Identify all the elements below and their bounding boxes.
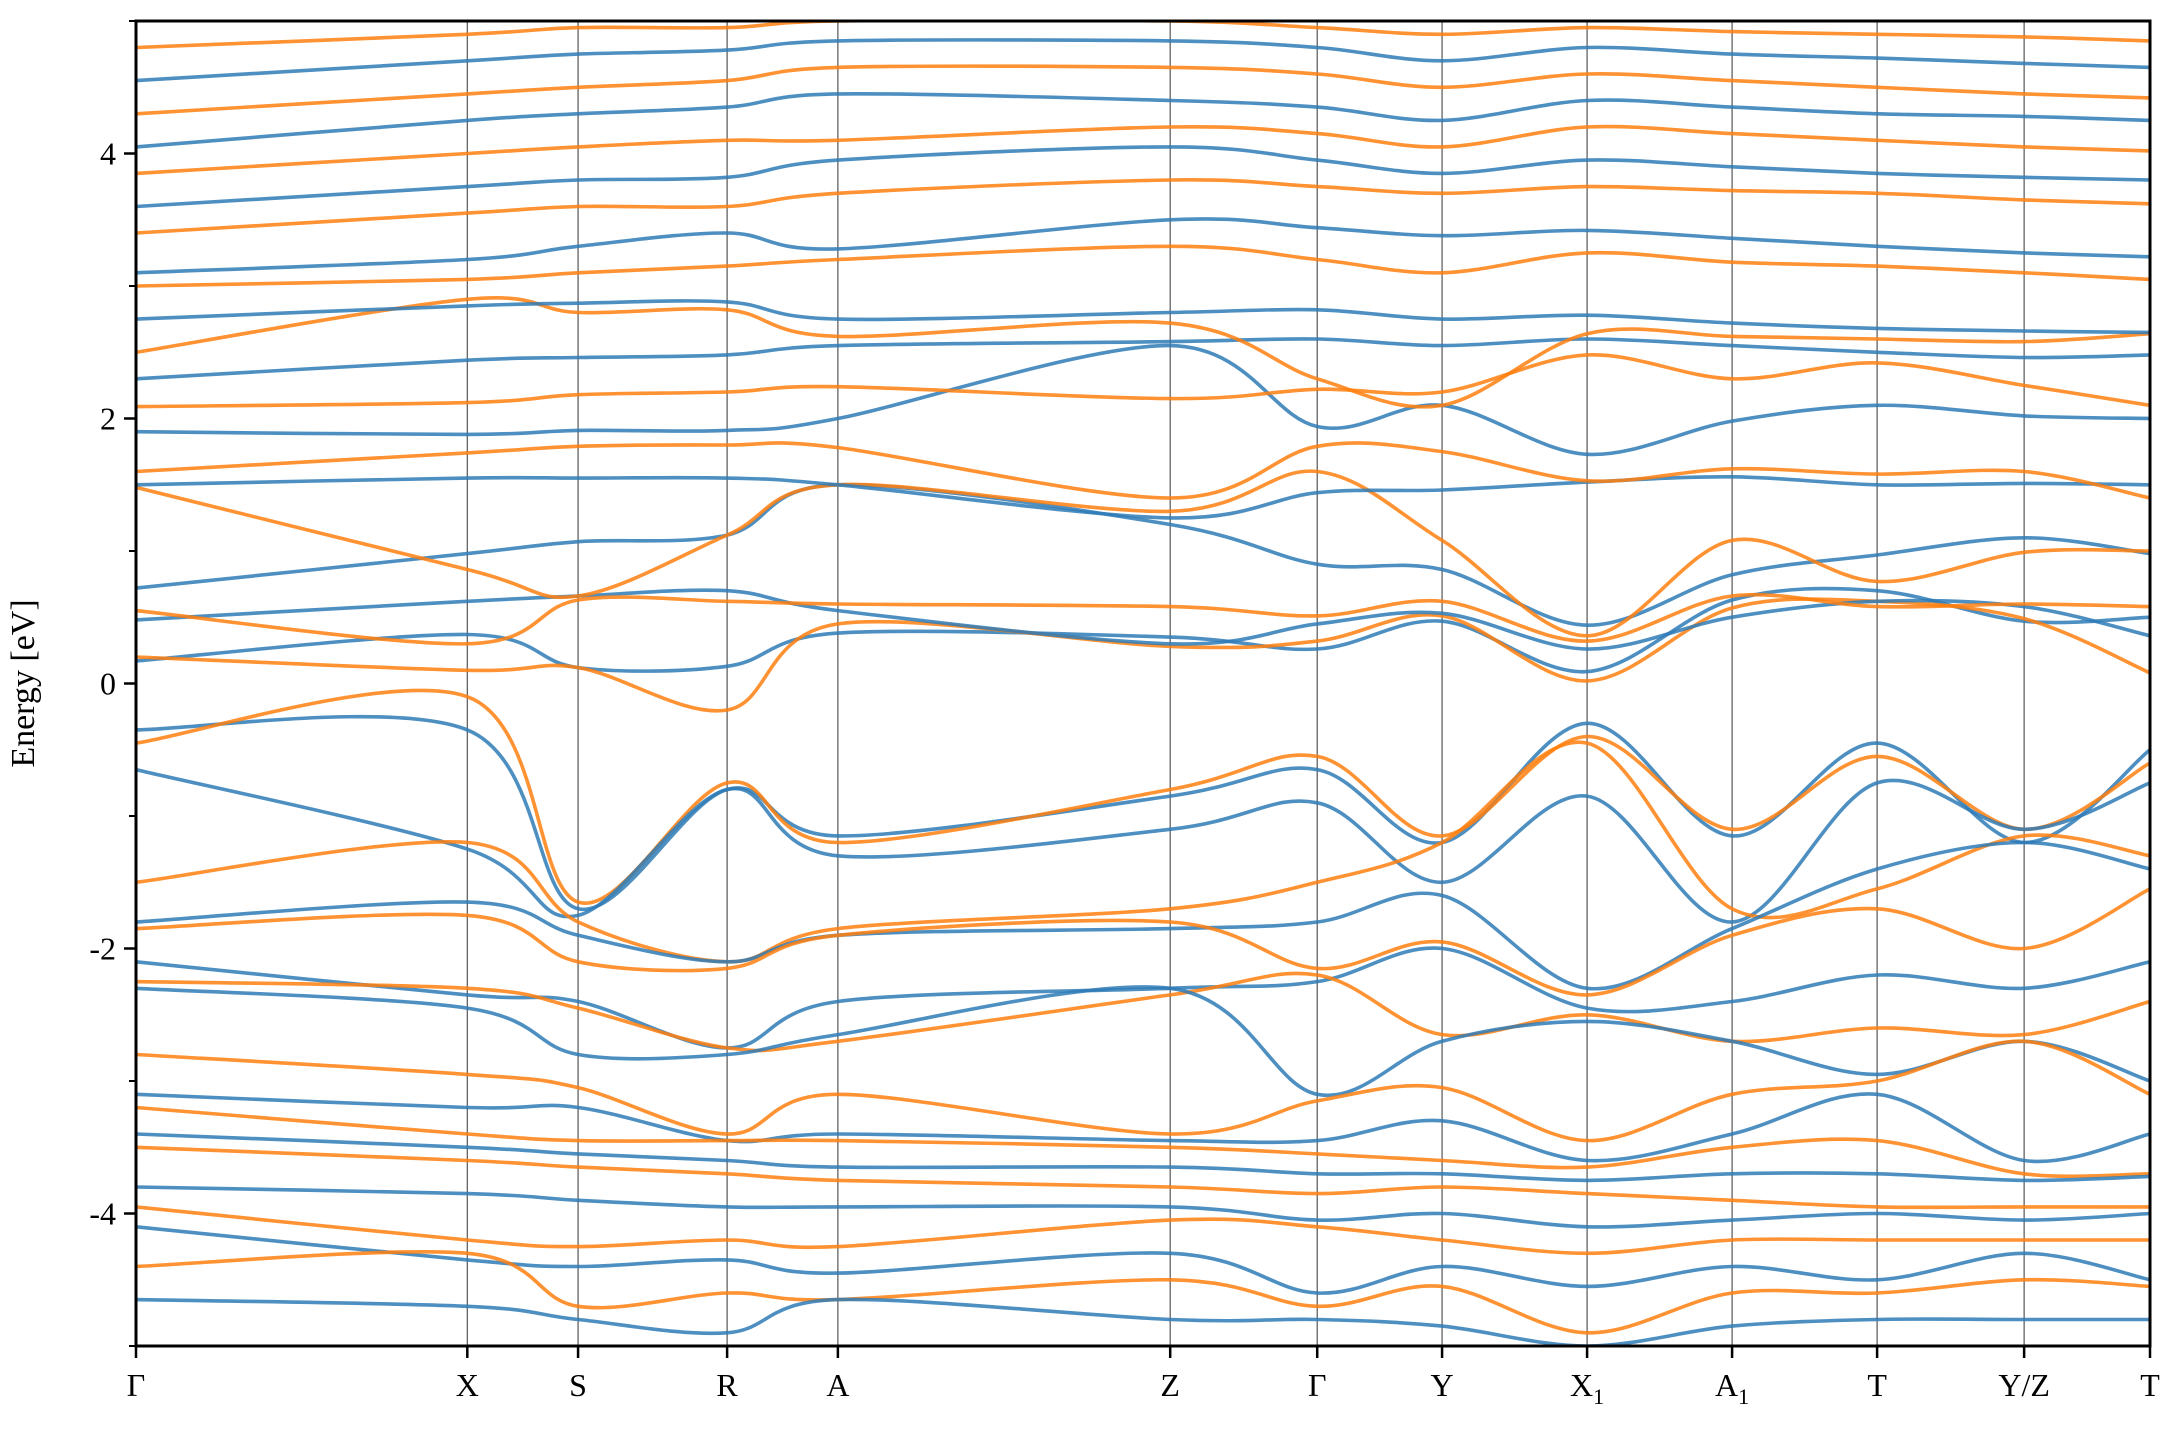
band-line-blue bbox=[136, 217, 2150, 275]
band-line-orange bbox=[136, 244, 2150, 288]
band-line-blue bbox=[136, 38, 2150, 83]
y-tick-label: -2 bbox=[89, 931, 116, 967]
band-line-orange bbox=[136, 64, 2150, 116]
kpoint-label: R bbox=[716, 1367, 738, 1403]
band-line-orange bbox=[136, 441, 2150, 500]
band-line-blue bbox=[136, 1297, 2150, 1346]
band-line-orange bbox=[136, 740, 2150, 964]
band-line-blue bbox=[136, 767, 2150, 924]
band-line-blue bbox=[136, 299, 2150, 335]
band-line-orange bbox=[136, 21, 2150, 50]
kpoint-label: S bbox=[569, 1367, 587, 1403]
band-line-blue bbox=[136, 985, 2150, 1098]
kpoint-label: X bbox=[456, 1367, 479, 1403]
band-line-blue bbox=[136, 840, 2150, 991]
y-axis-title: Energy [eV] bbox=[5, 599, 42, 767]
kpoint-label: T bbox=[1867, 1367, 1887, 1403]
band-line-orange bbox=[136, 971, 2150, 1053]
band-line-orange bbox=[136, 178, 2150, 235]
band-line-orange bbox=[136, 688, 2150, 906]
band-line-orange bbox=[136, 887, 2150, 997]
band-line-orange bbox=[136, 1039, 2150, 1143]
band-line-blue bbox=[136, 474, 2150, 520]
band-line-orange bbox=[136, 469, 2150, 638]
kpoint-label: Y/Z bbox=[1998, 1367, 2050, 1403]
y-tick-label: 4 bbox=[100, 136, 116, 172]
kpoint-label: Γ bbox=[1308, 1367, 1327, 1403]
band-line-blue bbox=[136, 1185, 2150, 1229]
kpoint-label: T bbox=[2140, 1367, 2160, 1403]
x-ticks: Γ X S R A Z Γ Y X1 A1 T Y/Z T bbox=[127, 1346, 2160, 1409]
y-tick-label: 2 bbox=[100, 401, 116, 437]
band-line-blue bbox=[136, 91, 2150, 149]
band-line-blue bbox=[136, 337, 2150, 381]
kpoint-label: X1 bbox=[1570, 1367, 1604, 1409]
band-line-blue bbox=[136, 1132, 2150, 1183]
band-series bbox=[136, 21, 2150, 1346]
kpoint-label: A bbox=[826, 1367, 849, 1403]
band-line-blue bbox=[136, 714, 2150, 911]
band-line-blue bbox=[136, 482, 2150, 628]
band-line-orange bbox=[136, 597, 2150, 713]
kpoint-label: A1 bbox=[1715, 1367, 1749, 1409]
y-ticks: -4 -2 0 2 4 bbox=[89, 20, 136, 1347]
band-line-orange bbox=[136, 124, 2150, 176]
band-line-blue bbox=[136, 946, 2150, 1050]
band-line-blue bbox=[136, 1092, 2150, 1164]
y-tick-label: -4 bbox=[89, 1196, 116, 1232]
band-line-blue bbox=[136, 145, 2150, 209]
band-line-orange bbox=[136, 353, 2150, 409]
band-line-orange bbox=[136, 1105, 2150, 1179]
band-line-orange bbox=[136, 1205, 2150, 1256]
band-line-orange bbox=[136, 1145, 2150, 1210]
kpoint-label: Y bbox=[1431, 1367, 1454, 1403]
band-line-orange bbox=[136, 296, 2150, 409]
kpath-lines bbox=[466, 21, 2025, 1346]
kpoint-label: Z bbox=[1160, 1367, 1180, 1403]
y-tick-label: 0 bbox=[100, 666, 116, 702]
band-line-orange bbox=[136, 592, 2150, 646]
kpoint-label: Γ bbox=[127, 1367, 146, 1403]
band-line-orange bbox=[136, 1249, 2150, 1335]
band-line-blue bbox=[136, 1225, 2150, 1295]
